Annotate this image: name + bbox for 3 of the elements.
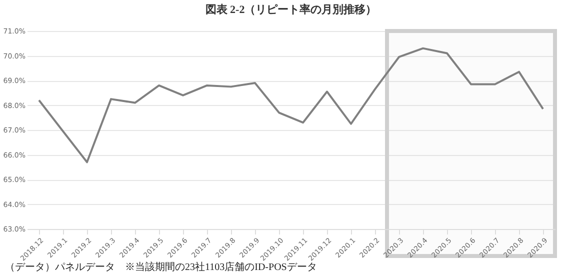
- text: （データ）パネルデータ ※当該期間の23社1103店舗のID-POSデータ: [5, 261, 317, 273]
- chart-title: 図表 2-2（リピート率の月別推移）: [205, 3, 377, 16]
- line-series: [38, 47, 544, 164]
